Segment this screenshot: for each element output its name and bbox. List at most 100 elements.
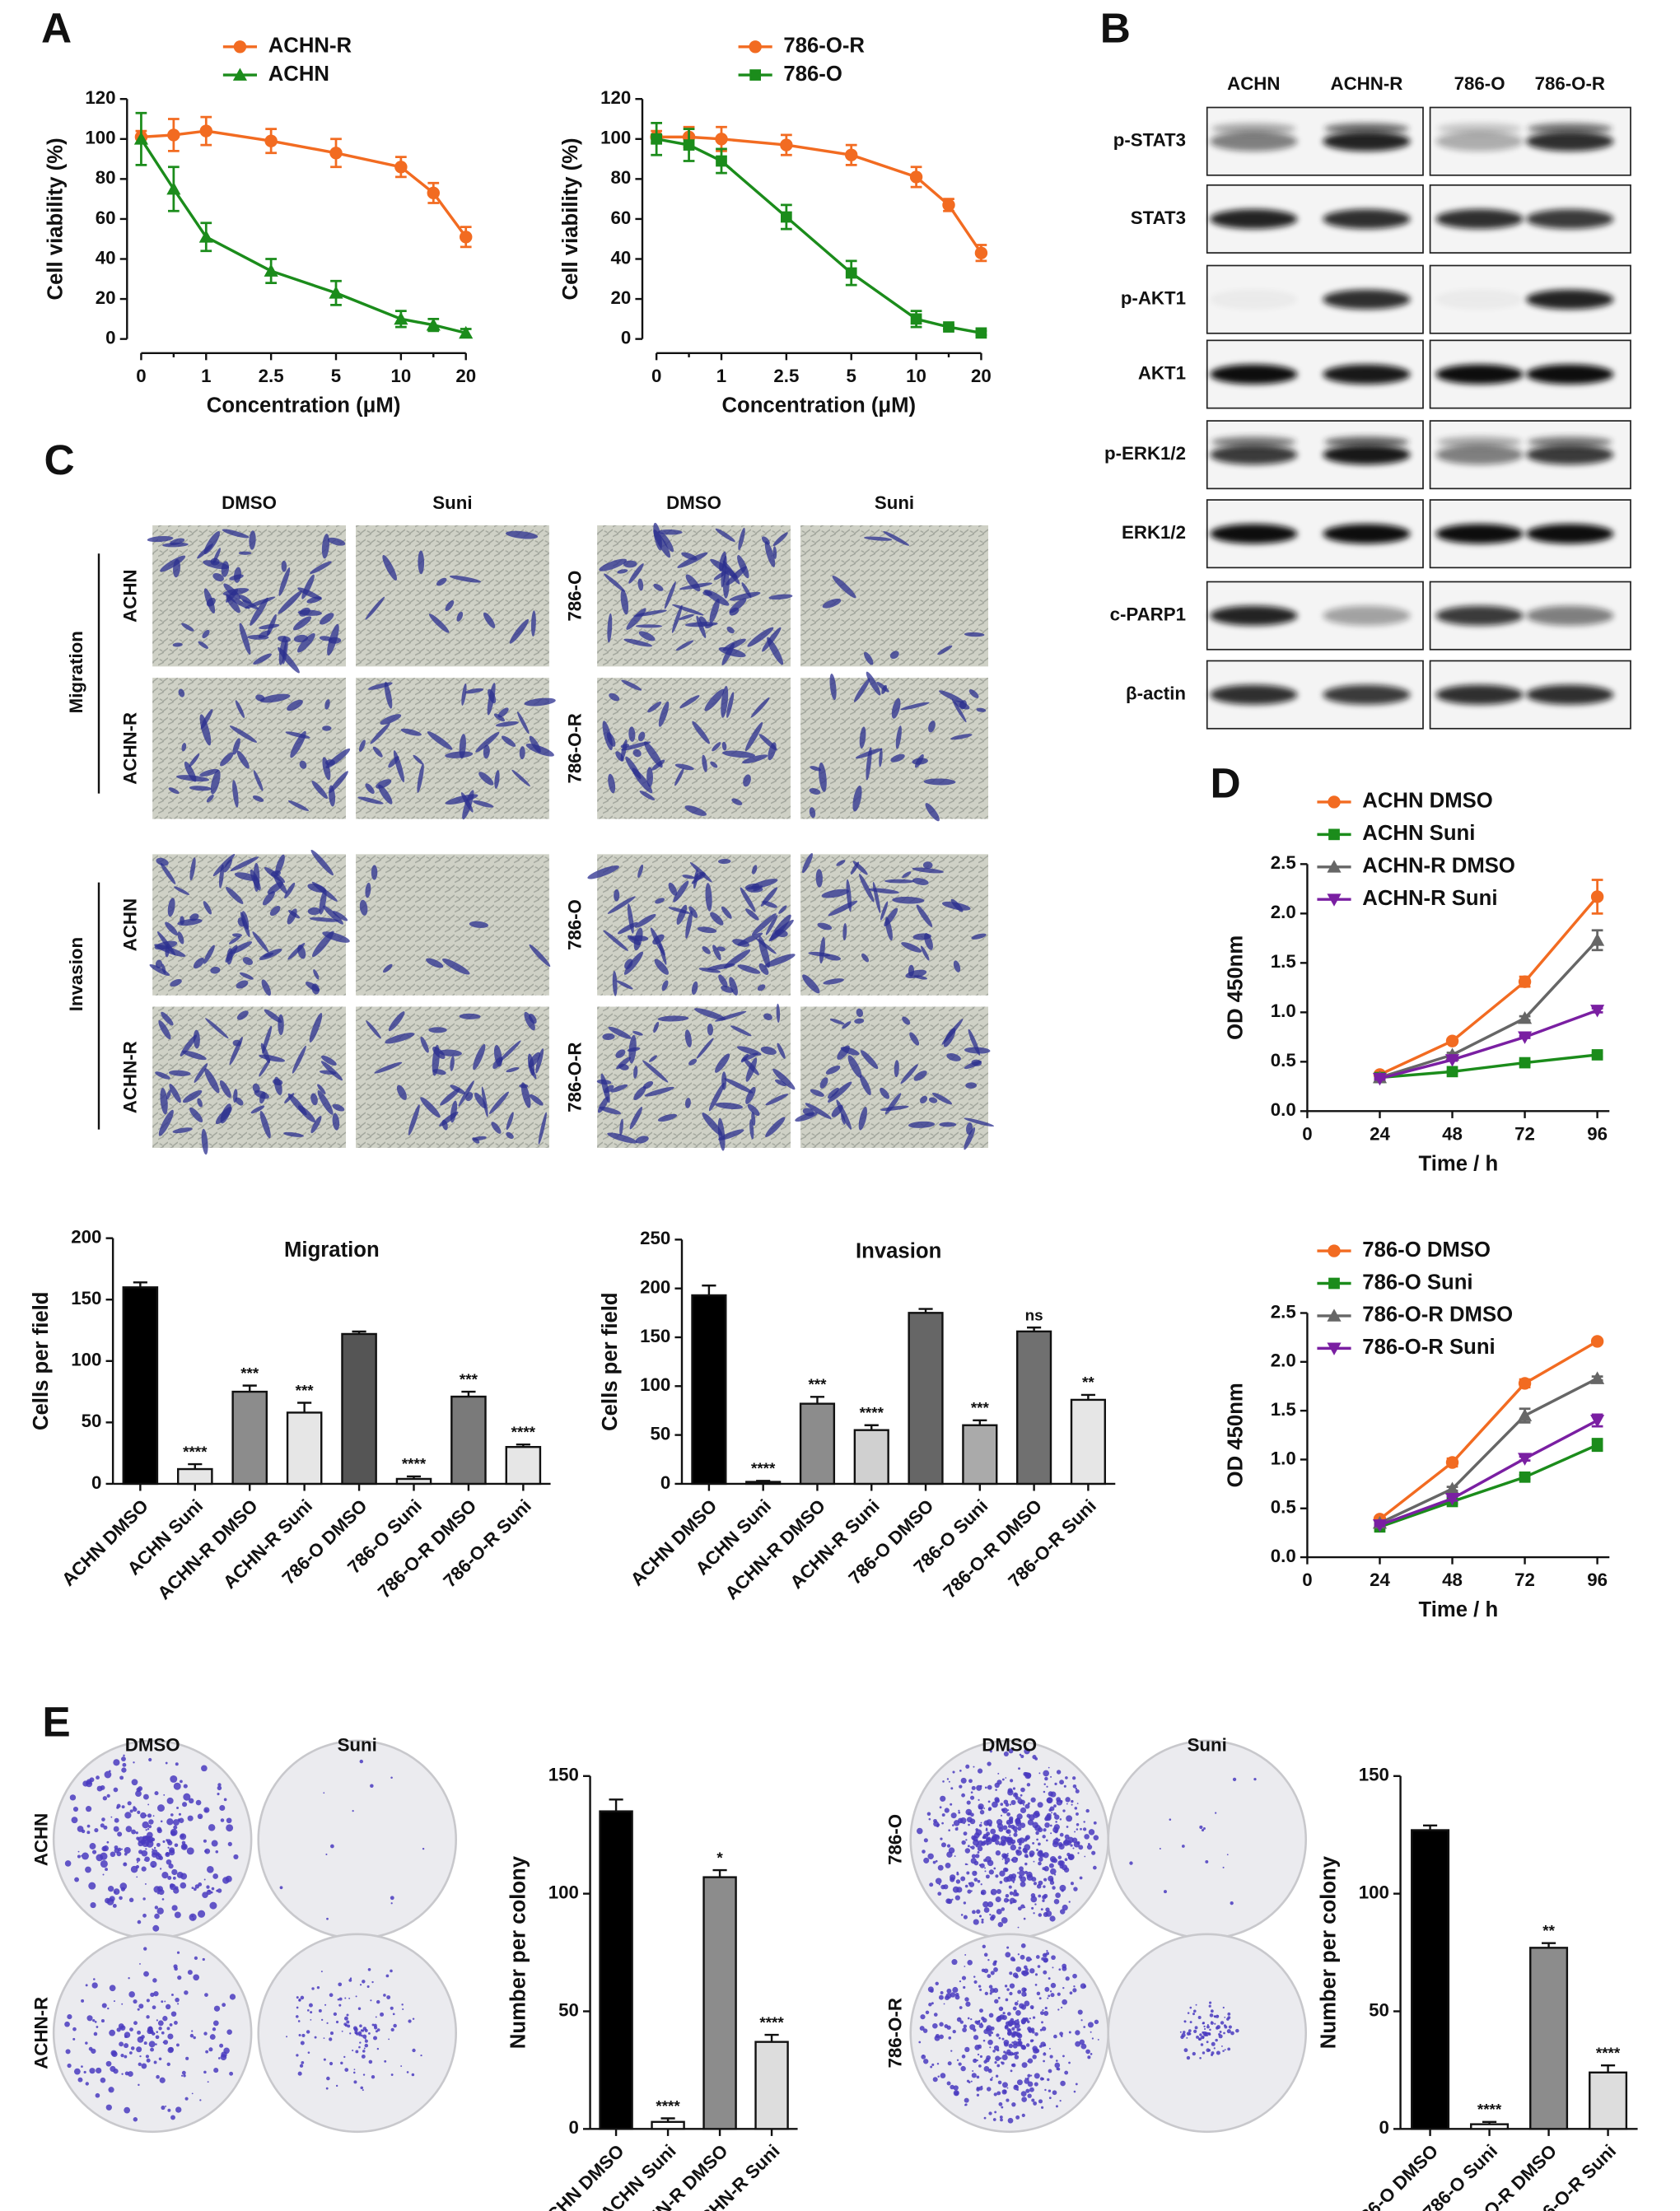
stained-cell <box>252 1083 260 1094</box>
colony <box>960 1914 964 1916</box>
stained-cell <box>881 684 887 694</box>
y-tick-label: 200 <box>640 1277 670 1298</box>
colony <box>1017 1989 1022 1994</box>
y-tick-label: 200 <box>71 1227 101 1248</box>
colony <box>986 1838 992 1845</box>
stained-cell <box>189 786 212 791</box>
colony <box>348 1997 351 1999</box>
colony <box>1066 1826 1069 1828</box>
colony <box>201 1765 208 1772</box>
colony <box>193 2036 196 2040</box>
stained-cell <box>889 651 899 660</box>
stained-cell <box>758 734 777 751</box>
stained-cell <box>199 714 212 746</box>
colony <box>105 2104 112 2111</box>
colony <box>1058 1968 1062 1971</box>
blot-band <box>1323 289 1411 310</box>
colony <box>212 2027 217 2031</box>
colony <box>1014 2001 1019 2006</box>
colony <box>980 1822 982 1824</box>
stained-cell <box>299 760 307 769</box>
marker <box>1590 890 1604 903</box>
stained-cell <box>432 1047 446 1059</box>
colony <box>996 1780 1002 1785</box>
colony <box>1001 2037 1005 2041</box>
colony <box>950 2084 954 2090</box>
colony <box>987 1836 992 1840</box>
colony <box>105 1897 110 1904</box>
legend-label: 786-O Suni <box>1362 1271 1472 1294</box>
colony <box>1071 1776 1076 1780</box>
colony <box>1209 2001 1212 2004</box>
colony <box>154 1913 160 1919</box>
colony <box>1206 2048 1211 2053</box>
colony <box>320 2018 324 2022</box>
colony <box>1001 1853 1007 1859</box>
y-tick-label: 2.5 <box>1271 852 1296 873</box>
colony <box>166 1839 169 1842</box>
stained-cell <box>617 921 638 935</box>
colony <box>183 2074 186 2078</box>
stained-cell <box>745 1057 758 1082</box>
colony <box>1204 2027 1206 2031</box>
colony <box>215 1850 219 1854</box>
colony <box>946 2025 951 2030</box>
stained-cell <box>231 933 242 937</box>
colony <box>978 1798 980 1801</box>
blot-row-label: β-actin <box>1126 683 1186 704</box>
stained-cell <box>902 871 912 879</box>
row-label: 786-O-R <box>564 713 585 783</box>
stained-cell <box>469 921 488 928</box>
colony <box>100 1859 108 1868</box>
stained-cell <box>473 1043 486 1071</box>
stained-cell <box>450 1056 455 1071</box>
colony <box>191 2092 194 2095</box>
colony <box>948 1829 950 1831</box>
y-tick-label: 150 <box>71 1288 101 1308</box>
marker <box>1327 893 1342 907</box>
colony <box>1057 1855 1062 1859</box>
colony <box>1076 1840 1080 1845</box>
stained-cell <box>173 558 180 578</box>
colony <box>1052 1886 1056 1890</box>
colony <box>362 2073 366 2076</box>
stained-cell <box>694 1008 726 1020</box>
marker <box>264 264 278 277</box>
colony <box>985 2027 991 2031</box>
legend-label: ACHN-R DMSO <box>1362 855 1515 878</box>
colony <box>353 2027 358 2032</box>
colony <box>308 2003 313 2008</box>
colony <box>363 2047 366 2050</box>
colony <box>142 1794 149 1800</box>
stained-cell <box>860 1050 879 1070</box>
stained-cell <box>633 1066 638 1079</box>
colony <box>1017 1906 1022 1911</box>
colony <box>996 2033 1000 2037</box>
blot-band <box>1210 605 1298 626</box>
stained-cell <box>913 1071 927 1081</box>
colony <box>1045 1910 1052 1917</box>
colony <box>86 1779 92 1785</box>
stained-cell <box>388 1011 405 1032</box>
colony <box>139 1963 141 1965</box>
stained-cell <box>459 734 466 759</box>
colony <box>362 2050 366 2053</box>
colony <box>311 1987 315 1990</box>
legend-label: ACHN-R Suni <box>1362 887 1497 910</box>
colony <box>1052 1840 1059 1848</box>
colony <box>1080 1827 1082 1831</box>
colony <box>1001 1917 1008 1924</box>
stained-cell <box>287 699 303 711</box>
bar <box>1589 2071 1628 2130</box>
y-tick-label: 20 <box>611 287 632 308</box>
colony <box>184 1990 189 1995</box>
colony <box>1088 1829 1095 1836</box>
stained-cell <box>313 969 320 980</box>
stained-cell <box>376 779 392 789</box>
micrograph-bg <box>356 854 549 996</box>
colony <box>989 2046 992 2049</box>
colony <box>1000 1803 1004 1806</box>
colony <box>1024 1870 1028 1874</box>
stained-cell <box>684 1098 691 1108</box>
row-label: ACHN <box>119 898 140 951</box>
